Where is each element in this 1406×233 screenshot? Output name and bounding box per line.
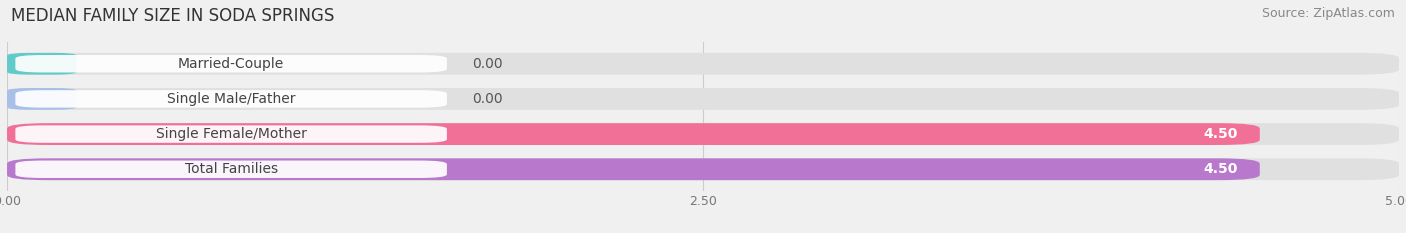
Text: MEDIAN FAMILY SIZE IN SODA SPRINGS: MEDIAN FAMILY SIZE IN SODA SPRINGS [11, 7, 335, 25]
FancyBboxPatch shape [15, 90, 447, 108]
FancyBboxPatch shape [7, 88, 77, 110]
Text: Single Male/Father: Single Male/Father [167, 92, 295, 106]
Text: 0.00: 0.00 [472, 57, 502, 71]
FancyBboxPatch shape [7, 53, 77, 75]
FancyBboxPatch shape [15, 125, 447, 143]
FancyBboxPatch shape [15, 55, 447, 72]
Text: Source: ZipAtlas.com: Source: ZipAtlas.com [1261, 7, 1395, 20]
Text: Total Families: Total Families [184, 162, 278, 176]
FancyBboxPatch shape [15, 161, 447, 178]
Text: 4.50: 4.50 [1204, 162, 1237, 176]
FancyBboxPatch shape [7, 53, 1399, 75]
FancyBboxPatch shape [7, 158, 1399, 180]
Text: Single Female/Mother: Single Female/Mother [156, 127, 307, 141]
FancyBboxPatch shape [7, 88, 1399, 110]
Text: Married-Couple: Married-Couple [179, 57, 284, 71]
Text: 0.00: 0.00 [472, 92, 502, 106]
FancyBboxPatch shape [7, 158, 1260, 180]
Text: 4.50: 4.50 [1204, 127, 1237, 141]
FancyBboxPatch shape [7, 123, 1260, 145]
FancyBboxPatch shape [7, 123, 1399, 145]
